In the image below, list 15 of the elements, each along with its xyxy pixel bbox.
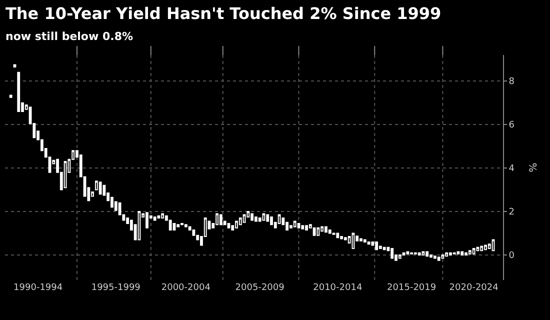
y-tick-label: 0 <box>508 251 515 262</box>
y-tick-label: 6 <box>508 120 515 131</box>
y-tick-label: 8 <box>508 77 515 88</box>
x-tick-label: 2000-2004 <box>161 283 211 293</box>
chart-title: The 10-Year Yield Hasn't Touched 2% Since 1999 <box>6 4 442 24</box>
y-axis-title: % <box>528 162 540 172</box>
x-tick-label: 1995-1999 <box>91 283 141 293</box>
x-tick-label: 2005-2009 <box>235 283 285 293</box>
x-tick-label: 2015-2019 <box>387 283 436 293</box>
x-tick-label: 2010-2014 <box>313 283 362 293</box>
x-tick-label: 1990-1994 <box>14 283 63 293</box>
y-tick-label: 4 <box>508 164 515 174</box>
y-tick-label: 2 <box>508 208 515 218</box>
chart-subtitle: now still below 0.8% <box>6 30 133 43</box>
x-tick-label: 2020-2024 <box>449 283 499 293</box>
